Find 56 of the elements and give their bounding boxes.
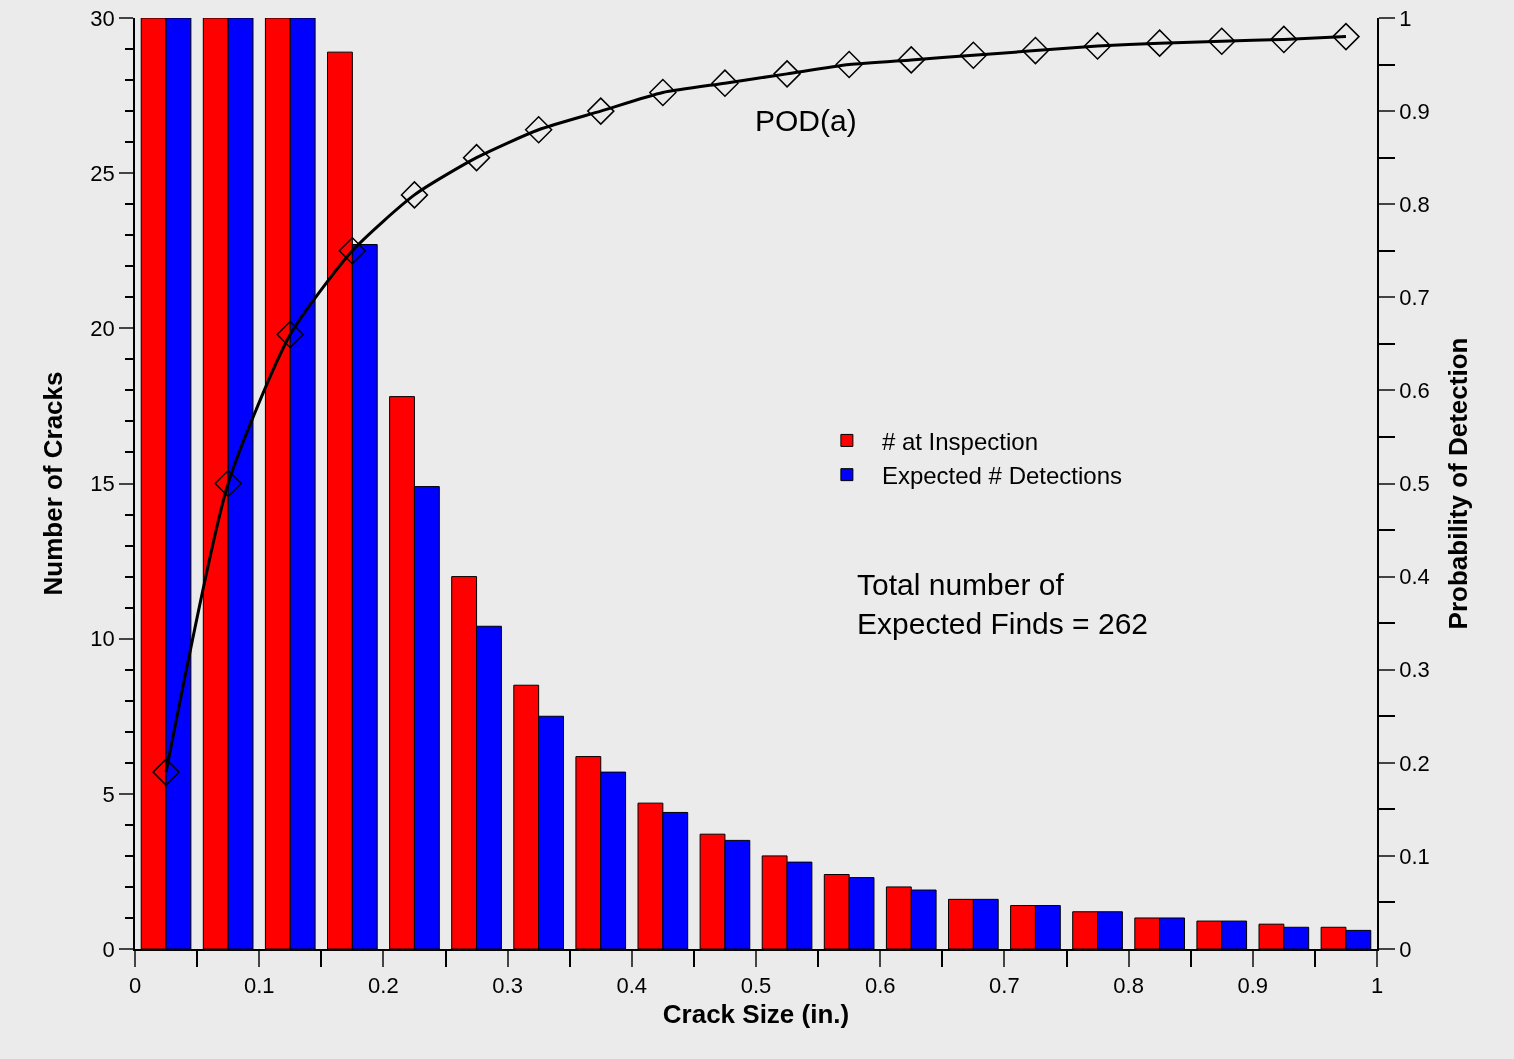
x-tick-label: 0.5 [740,973,772,999]
point [897,46,925,74]
point [1208,27,1236,56]
y2-tick-label: 0.1 [1399,843,1430,869]
point [338,237,367,265]
y-axis-title: Number of Cracks [38,371,69,596]
y2-tick-label: 0.7 [1399,285,1430,310]
x-tick-label: 0.1 [243,973,275,999]
point [1332,22,1360,51]
point [959,41,988,69]
y2-tick-label: 0.9 [1399,98,1430,124]
point [1083,32,1112,60]
x-axis-title: Crack Size (in.) [662,999,850,1030]
point [773,60,801,88]
y-tick-label: 30 [90,5,115,31]
x-tick-label: 0.9 [1237,973,1269,999]
y2-axis-title: Probability of Detection [1442,337,1473,630]
legend-label: Expected # Detections [881,461,1123,489]
x-tick-label: 0.2 [368,973,399,999]
point [524,115,553,144]
series-label: POD(a) [755,104,857,137]
x-tick-label: 1 [1370,973,1384,999]
x-tick-label: 0.6 [864,973,896,999]
x-tick-label: 0 [128,973,142,999]
y2-tick-label: 0.6 [1399,378,1430,404]
y2-tick-label: 0.8 [1399,191,1430,217]
y2-tick-label: 1 [1399,5,1412,31]
legend-label: # at Inspection [881,427,1038,455]
point [1145,29,1174,57]
y2-tick-label: 0.2 [1399,750,1430,776]
y2-tick-label: 0.3 [1399,657,1430,683]
x-tick-label: 0.4 [616,973,648,999]
point [462,143,491,172]
annotation: Total number of Expected Finds = 262 [857,568,1149,640]
point [649,78,677,107]
point [1021,36,1050,65]
y2-tick-label: 0 [1399,936,1412,962]
x-tick-label: 0.3 [492,973,523,999]
y-tick-label: 0 [102,936,115,962]
x-tick-label: 0.7 [989,973,1020,999]
point [711,69,739,97]
y-tick-label: 15 [90,471,115,497]
y2-tick-label: 0.5 [1399,471,1430,497]
x-tick-label: 0.8 [1113,973,1144,999]
point [400,181,429,209]
y-tick-label: 5 [102,781,115,807]
point [835,50,863,79]
point [587,97,615,125]
point [1270,25,1298,54]
y-tick-label: 10 [90,626,115,652]
point [276,320,304,349]
y-tick-label: 20 [90,316,115,342]
point [152,758,180,786]
y2-tick-label: 0.4 [1399,564,1430,590]
y-tick-label: 25 [90,160,115,186]
point [214,469,242,498]
